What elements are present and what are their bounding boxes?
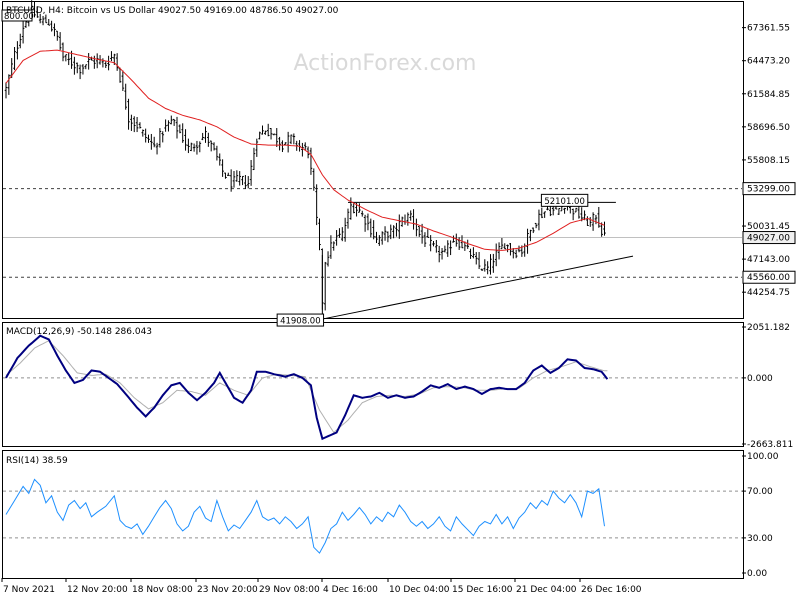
rsi-panel-frame <box>2 450 744 579</box>
price-tick-label: 61584.85 <box>747 90 790 100</box>
x-tick-label: 15 Dec 16:00 <box>452 585 513 595</box>
macd-panel-frame <box>2 322 744 447</box>
macd-tick-label: 2051.182 <box>747 323 790 333</box>
rsi-tick-label: 70.00 <box>747 487 773 497</box>
resistance-annotation-box <box>540 193 589 207</box>
rsi-tick-label: 100.00 <box>747 452 779 462</box>
x-tick-label: 29 Nov 08:00 <box>259 585 320 595</box>
price-tick-label: 55808.15 <box>747 156 790 166</box>
moving-average-line <box>5 49 605 251</box>
macd-tick-label: 0.000 <box>747 374 773 384</box>
high-annotation-box <box>1 9 33 22</box>
price-panel-frame <box>2 1 744 319</box>
trendline <box>322 255 634 320</box>
rsi-line <box>5 478 605 554</box>
level-label-45560-box <box>742 270 796 284</box>
price-tick-label: 44254.75 <box>747 288 790 298</box>
price-tick-label: 58696.50 <box>747 123 790 133</box>
macd-title: MACD(12,26,9) -50.148 286.043 <box>6 327 152 337</box>
x-tick-label: 12 Nov 20:00 <box>67 585 128 595</box>
low-annotation-box <box>276 313 325 327</box>
x-tick-label: 18 Nov 08:00 <box>132 585 193 595</box>
x-tick-label: 4 Dec 16:00 <box>323 585 378 595</box>
level-label-53299: 53299.00 <box>747 185 790 195</box>
current-price-label-box <box>742 231 796 245</box>
resistance-annotation: 52101.00 <box>544 197 585 207</box>
price-tick-label: 50031.45 <box>747 222 790 232</box>
x-tick-label: 21 Dec 04:00 <box>516 585 577 595</box>
rsi-tick-label: 0.00 <box>747 569 767 579</box>
level-label-53299-box <box>742 182 796 196</box>
rsi-tick-label: 30.00 <box>747 534 773 544</box>
macd-signal-line <box>5 340 608 434</box>
price-chart-title: BTCUSD, H4: Bitcoin vs US Dollar 49027.5… <box>6 6 339 16</box>
macd-line <box>5 334 609 441</box>
price-tick-label: 67361.55 <box>747 24 790 34</box>
rsi-title: RSI(14) 38.59 <box>6 456 68 466</box>
level-label-45560: 45560.00 <box>747 273 790 283</box>
price-tick-label: 64473.20 <box>747 57 790 67</box>
x-tick-label: 10 Dec 04:00 <box>389 585 450 595</box>
watermark: ActionForex.com <box>294 51 477 76</box>
x-tick-label: 26 Dec 16:00 <box>581 585 642 595</box>
x-tick-label: 7 Nov 2021 <box>3 585 55 595</box>
macd-tick-label: -2663.811 <box>747 440 793 450</box>
price-tick-label: 47143.00 <box>747 255 790 265</box>
x-tick-label: 23 Nov 20:00 <box>197 585 258 595</box>
high-annotation: 800.00 <box>4 12 34 22</box>
low-annotation: 41908.00 <box>280 317 321 327</box>
current-price-label: 49027.00 <box>747 234 790 244</box>
